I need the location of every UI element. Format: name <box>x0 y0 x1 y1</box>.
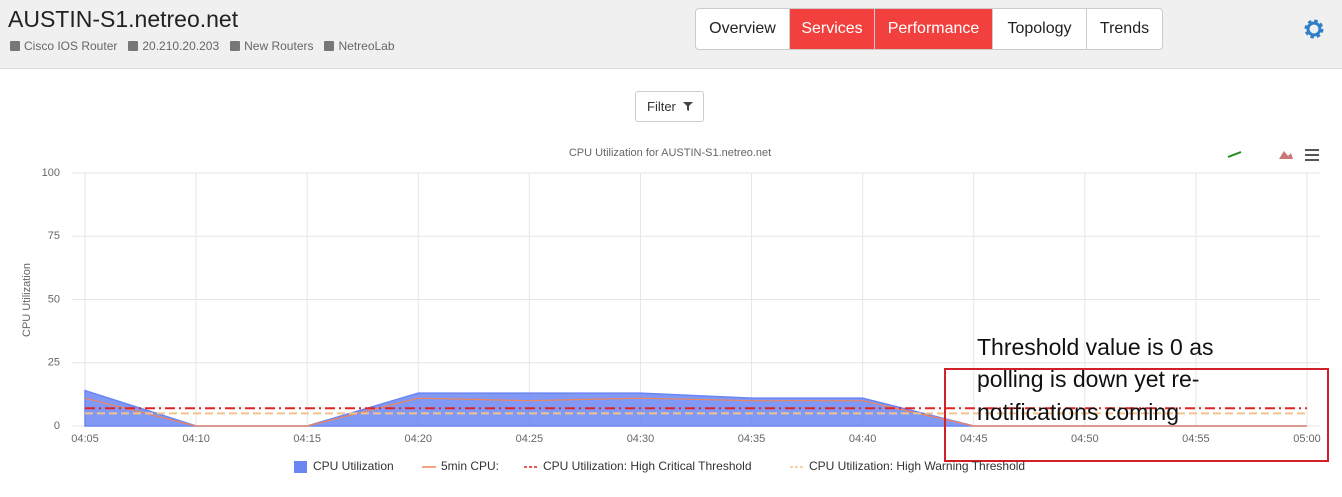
nav-tab[interactable]: Overview <box>696 9 790 49</box>
device-info: Cisco IOS Router 20.210.20.203 New Route… <box>10 39 395 53</box>
filter-icon <box>682 102 693 111</box>
info-text: New Routers <box>244 39 314 53</box>
filter-button[interactable]: Filter <box>635 91 704 122</box>
menu-icon[interactable] <box>1305 149 1319 161</box>
annotation-line: Threshold value is 0 as <box>977 334 1214 360</box>
x-tick-label: 04:25 <box>516 433 544 445</box>
nav-tab[interactable]: Trends <box>1099 20 1150 37</box>
x-tick-label: 05:00 <box>1293 433 1321 445</box>
device-title: AUSTIN-S1.netreo.net <box>8 6 239 32</box>
nav-tab[interactable]: Topology <box>993 9 1087 49</box>
info-item: 20.210.20.203 <box>128 39 219 53</box>
plot-area: 0 25 50 75 100 04:05 04:10 04:15 04:20 04:25 04:30… <box>42 167 1321 445</box>
chart: CPU Utilization for AUSTIN-S1.netreo.net… <box>21 147 1329 473</box>
info-item: New Routers <box>230 39 313 53</box>
header: AUSTIN-S1.netreo.net Cisco IOS Router 20… <box>0 0 1342 69</box>
x-tick-label: 04:50 <box>1071 433 1099 445</box>
legend-swatch <box>294 461 307 473</box>
x-tick-label: 04:45 <box>960 433 988 445</box>
y-tick-label: 25 <box>48 357 60 369</box>
annotation-line: notifications coming <box>977 399 1179 425</box>
x-tick-label: 04:55 <box>1182 433 1210 445</box>
y-tick-label: 100 <box>42 167 60 179</box>
nav-tab[interactable]: Services <box>790 9 875 49</box>
x-tick-label: 04:35 <box>738 433 766 445</box>
trend-icon[interactable] <box>1227 151 1242 158</box>
x-tick-label: 04:40 <box>849 433 877 445</box>
y-tick-label: 0 <box>54 420 60 432</box>
legend-label: CPU Utilization: High Critical Threshold <box>543 459 752 473</box>
annotation-box <box>944 368 1329 462</box>
x-tick-label: 04:20 <box>405 433 433 445</box>
chart-title: CPU Utilization for AUSTIN-S1.netreo.net <box>569 147 771 159</box>
legend-label: CPU Utilization <box>313 459 394 473</box>
y-axis-label: CPU Utilization <box>21 263 33 337</box>
annotation-line: polling is down yet re- <box>977 366 1199 392</box>
info-text: NetreoLab <box>338 39 395 53</box>
y-tick-label: 75 <box>48 230 60 242</box>
legend-label: 5min CPU: <box>441 459 499 473</box>
settings-icon[interactable] <box>1302 17 1326 41</box>
info-item: Cisco IOS Router <box>10 39 117 53</box>
chart-type-icon[interactable] <box>1279 151 1293 159</box>
x-tick-label: 04:30 <box>627 433 655 445</box>
info-text: Cisco IOS Router <box>24 39 118 53</box>
info-item: NetreoLab <box>324 39 395 53</box>
line <box>84 397 1307 427</box>
nav-tab[interactable]: Performance <box>875 9 993 49</box>
nav-tabs: Overview Services Performance Topology T… <box>695 8 1163 50</box>
x-tick-label: 04:10 <box>182 433 210 445</box>
filter-label: Filter <box>647 99 676 114</box>
legend-label: CPU Utilization: High Warning Threshold <box>809 459 1025 473</box>
y-tick-label: 50 <box>48 293 60 305</box>
x-tick-label: 04:15 <box>293 433 321 445</box>
info-text: 20.210.20.203 <box>142 39 220 53</box>
x-tick-label: 04:05 <box>71 433 99 445</box>
